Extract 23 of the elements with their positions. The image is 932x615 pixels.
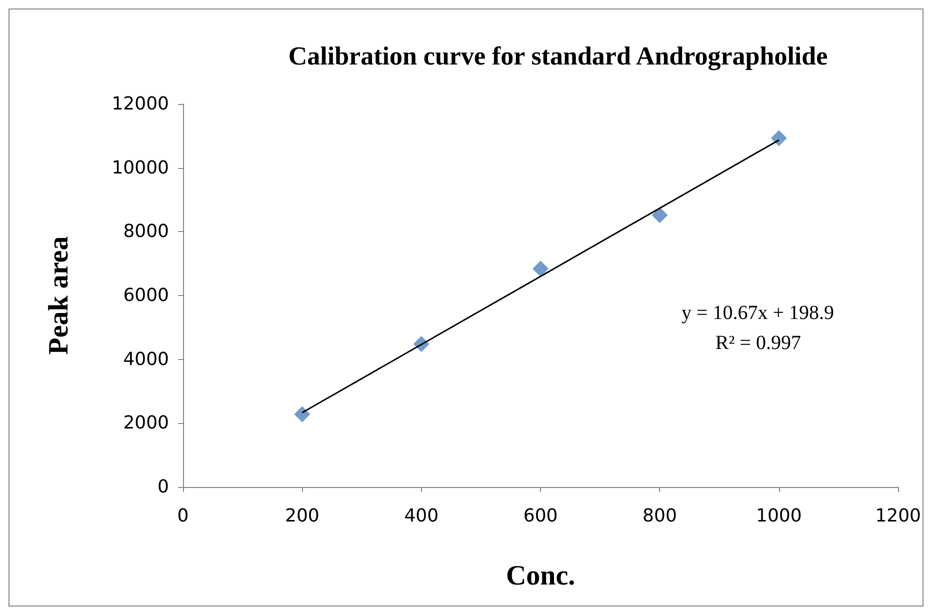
x-tick-label: 0	[177, 506, 189, 526]
x-tick-label: 800	[642, 506, 677, 526]
y-tick-label: 6000	[123, 285, 169, 306]
point	[294, 406, 310, 422]
x-tick-label: 200	[285, 506, 320, 526]
point	[532, 260, 549, 277]
x-tick-label: 400	[404, 506, 439, 526]
point	[652, 207, 668, 224]
y-tick-label: 8000	[123, 221, 169, 242]
annotation: R² = 0.997	[715, 332, 802, 354]
y-tick-label: 0	[158, 476, 169, 498]
y-axis-title: Peak area	[44, 236, 74, 355]
x-tick-label: 600	[523, 506, 558, 526]
chart-title: Calibration curve for standard Andrographolide	[288, 42, 828, 70]
x-tick-label: 1000	[756, 506, 802, 526]
y-tick-label: 10000	[112, 157, 169, 178]
x-axis-title: Conc.	[506, 560, 576, 592]
x-tick-label: 1200	[875, 506, 921, 526]
point	[770, 130, 787, 146]
y-tick-label: 4000	[123, 348, 169, 370]
y-tick-label: 12000	[112, 94, 169, 114]
y-tick-label: 2000	[123, 412, 169, 434]
annotation: y = 10.67x + 198.9	[681, 302, 834, 324]
